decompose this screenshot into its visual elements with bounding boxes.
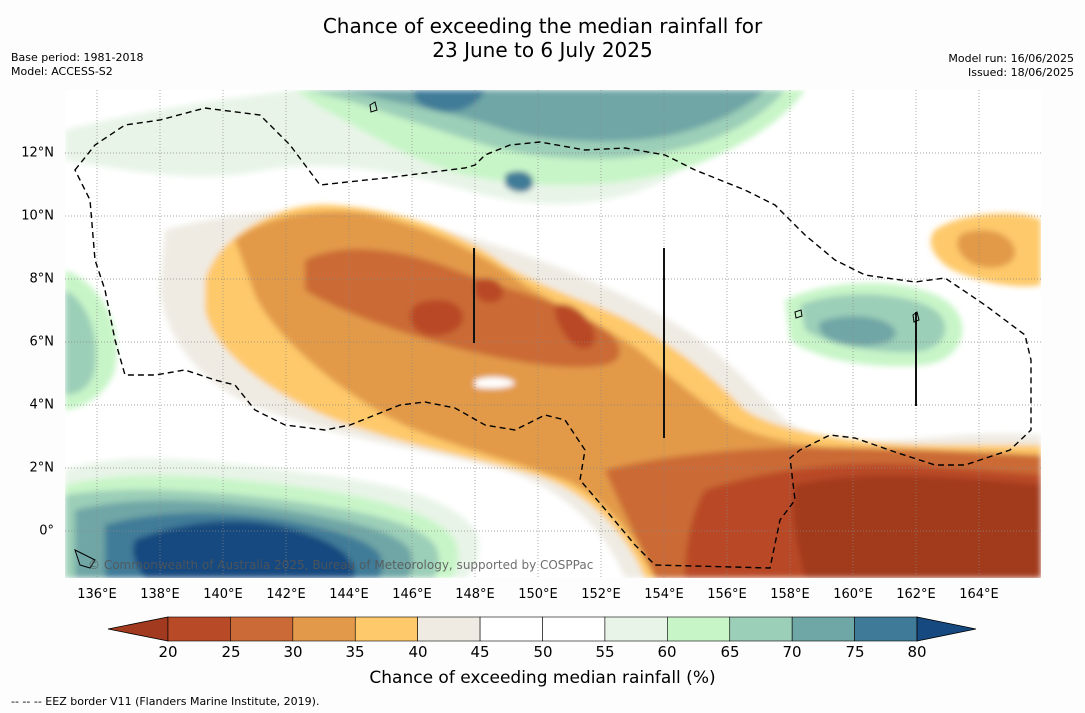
colorbar-segment <box>354 616 418 642</box>
colorbar-tick: 20 <box>158 643 178 661</box>
lon-label: 144°E <box>329 587 369 602</box>
lon-label: 150°E <box>518 587 558 602</box>
lat-label: 0° <box>39 523 54 539</box>
colorbar-segment <box>854 616 918 642</box>
lon-label: 142°E <box>266 587 306 602</box>
colorbar-tick: 55 <box>595 643 615 661</box>
lon-label: 156°E <box>707 587 747 602</box>
meta-right: Model run: 16/06/2025 Issued: 18/06/2025 <box>948 52 1074 80</box>
colorbar-segment <box>667 616 731 642</box>
lat-label: 8°N <box>29 271 55 287</box>
eez-footnote: -- -- -- EEZ border V11 (Flanders Marine… <box>11 695 320 708</box>
colorbar-tick: 80 <box>907 643 927 661</box>
model-run: Model run: 16/06/2025 <box>948 52 1074 65</box>
issued-date: Issued: 18/06/2025 <box>967 66 1074 79</box>
colorbar-segment <box>604 616 668 642</box>
lon-label: 148°E <box>455 587 495 602</box>
colorbar-segment <box>542 616 606 642</box>
lon-label: 164°E <box>959 587 999 602</box>
colorbar-tick: 60 <box>657 643 677 661</box>
lat-label: 6°N <box>29 334 55 350</box>
colorbar-tick: 25 <box>221 643 241 661</box>
colorbar-tick: 45 <box>470 643 490 661</box>
lon-label: 160°E <box>833 587 873 602</box>
model-name: Model: ACCESS-S2 <box>11 65 113 78</box>
lon-label: 136°E <box>77 587 117 602</box>
colorbar-title: Chance of exceeding median rainfall (%) <box>369 668 716 688</box>
colorbar-tick: 75 <box>845 643 865 661</box>
colorbar-segment <box>729 616 793 642</box>
colorbar-segment <box>292 616 356 642</box>
lon-label: 146°E <box>392 587 432 602</box>
lon-label: 154°E <box>644 587 684 602</box>
lon-label: 138°E <box>140 587 180 602</box>
base-period: Base period: 1981-2018 <box>11 51 144 64</box>
copyright-watermark: © Commonwealth of Australia 2025, Bureau… <box>88 558 594 572</box>
title-line-2: 23 June to 6 July 2025 <box>432 38 653 62</box>
eez-border <box>74 107 1032 569</box>
meta-left: Base period: 1981-2018 Model: ACCESS-S2 <box>11 51 143 79</box>
colorbar-segment <box>417 616 481 642</box>
lat-label: 12°N <box>21 145 54 161</box>
title-line-1: Chance of exceeding the median rainfall … <box>322 14 763 38</box>
lon-label: 162°E <box>896 587 936 602</box>
colorbar-high-arrow <box>916 616 977 642</box>
colorbar-tick: 30 <box>283 643 303 661</box>
lat-label: 10°N <box>21 208 54 224</box>
colorbar-segment <box>167 616 231 642</box>
lon-label: 140°E <box>203 587 243 602</box>
lon-label: 152°E <box>581 587 621 602</box>
lat-label: 4°N <box>29 397 55 413</box>
colorbar-segment <box>479 616 543 642</box>
colorbar-tick: 35 <box>345 643 365 661</box>
colorbar-segment <box>230 616 294 642</box>
colorbar-segment <box>791 616 855 642</box>
lon-label: 158°E <box>770 587 810 602</box>
colorbar-low-arrow <box>107 616 169 642</box>
rainfall-map <box>65 90 1041 578</box>
colorbar-tick: 50 <box>533 643 553 661</box>
colorbar-tick: 40 <box>408 643 428 661</box>
colorbar-tick: 65 <box>720 643 740 661</box>
colorbar-tick: 70 <box>782 643 802 661</box>
lat-label: 2°N <box>29 460 55 476</box>
